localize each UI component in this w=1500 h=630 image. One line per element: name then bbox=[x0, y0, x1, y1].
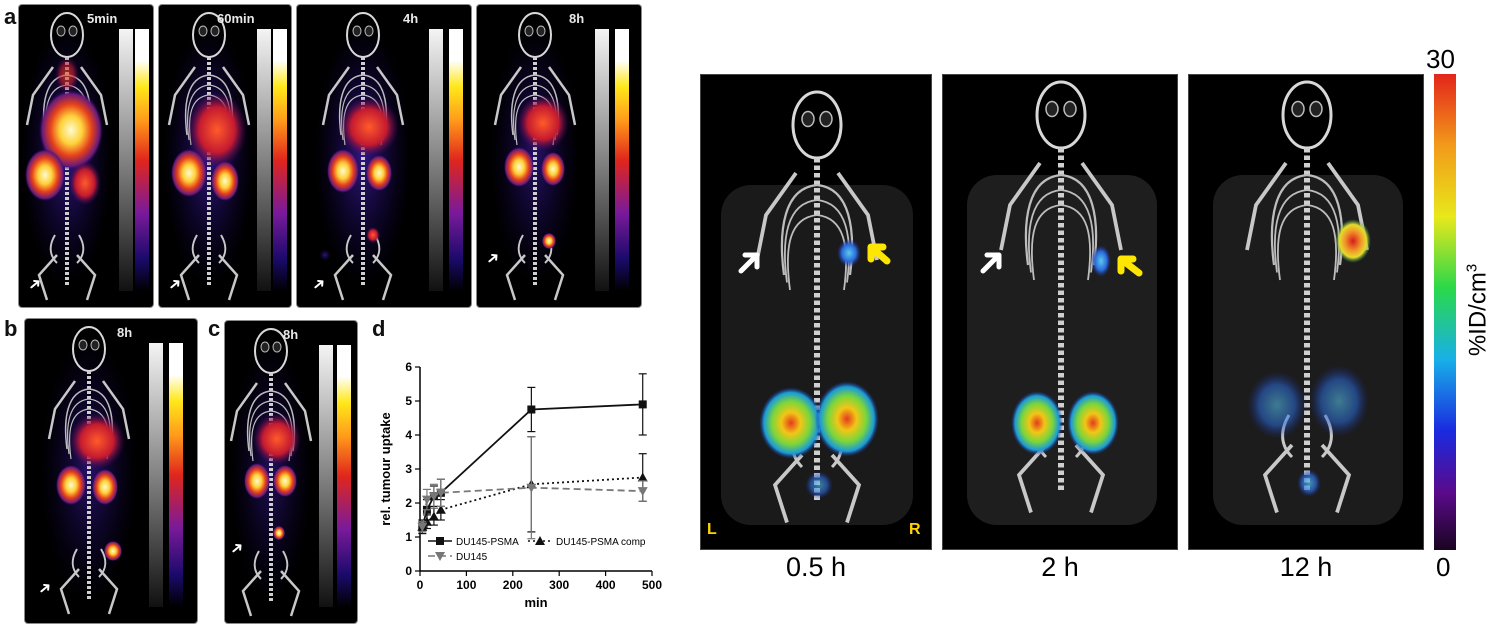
pet-scan-image bbox=[41, 325, 183, 616]
data-point bbox=[526, 483, 537, 493]
legend-label: DU145-PSMA bbox=[456, 537, 519, 548]
data-point bbox=[428, 492, 439, 502]
panel-letter-c: c bbox=[208, 316, 221, 341]
scan-time-label: 60min bbox=[217, 11, 255, 26]
colorbar-max-label: 30 bbox=[1426, 44, 1455, 74]
legend-label: DU145 bbox=[456, 552, 488, 563]
scan-time-label: 8h bbox=[117, 325, 133, 340]
y-tick-label: 0 bbox=[405, 564, 412, 578]
spect-scan-12h bbox=[1188, 74, 1424, 550]
uptake-chart: 0 1 2 3 4 5 6 0 100 200 300 400 500 min rel. tumour up… bbox=[378, 360, 662, 610]
colorbar-min-label: 0 bbox=[1436, 552, 1451, 582]
right-side-label: R bbox=[909, 521, 921, 538]
colorbar-unit: %ID/cm3 bbox=[1458, 210, 1498, 410]
y-tick-label: 5 bbox=[405, 394, 412, 408]
uptake-colorbar bbox=[1434, 74, 1456, 550]
colorbar-unit-sup: 3 bbox=[1463, 263, 1481, 273]
left-side-label: L bbox=[707, 521, 717, 538]
pet-scan-8h: 8h ➜ bbox=[476, 4, 642, 308]
legend-label: DU145-PSMA comp bbox=[556, 537, 646, 548]
data-point bbox=[435, 504, 446, 514]
data-point bbox=[436, 537, 444, 545]
data-point bbox=[637, 472, 648, 482]
data-point bbox=[637, 487, 648, 497]
y-tick-label: 2 bbox=[405, 496, 412, 510]
series-line bbox=[421, 403, 643, 528]
y-tick-label: 4 bbox=[405, 428, 412, 442]
data-point bbox=[638, 400, 647, 409]
data-point bbox=[417, 522, 428, 532]
white-arrow-icon bbox=[980, 252, 1002, 274]
scan-time-label: 2 h bbox=[1041, 552, 1079, 582]
scan-time-label: 8h bbox=[569, 11, 585, 26]
panel-letter-a: a bbox=[4, 4, 17, 29]
x-tick-label: 300 bbox=[549, 578, 569, 592]
spect-scan-0-5h: L R bbox=[700, 74, 932, 550]
spect-scan-image bbox=[967, 75, 1157, 525]
data-point bbox=[428, 511, 439, 521]
white-arrow-icon bbox=[738, 252, 760, 274]
x-tick-label: 500 bbox=[642, 578, 662, 592]
spect-scan-image bbox=[1213, 75, 1403, 525]
pet-scan-image bbox=[315, 11, 463, 302]
pet-scan-image bbox=[491, 11, 629, 302]
pet-scan-image bbox=[229, 327, 351, 618]
data-point bbox=[535, 536, 545, 545]
y-tick-label: 3 bbox=[405, 462, 412, 476]
pet-scan-4h: 4h ➜ bbox=[296, 4, 472, 308]
data-point bbox=[527, 405, 536, 414]
pet-scan-image bbox=[164, 11, 287, 302]
pet-scan-5min: 5min ➜ bbox=[18, 4, 154, 308]
panel-letter-d: d bbox=[372, 316, 386, 341]
colorbar-unit-text: %ID/cm bbox=[1464, 272, 1492, 357]
scan-time-label: 8h bbox=[283, 327, 299, 342]
pet-scan-b-8h: 8h ➜ bbox=[24, 318, 198, 624]
x-axis-label: min bbox=[524, 595, 547, 610]
pet-scan-60min: 60min ➜ bbox=[158, 4, 292, 308]
data-point bbox=[435, 552, 445, 561]
pet-scan-image bbox=[22, 11, 149, 302]
y-tick-label: 6 bbox=[405, 360, 412, 374]
x-tick-label: 0 bbox=[417, 578, 424, 592]
data-point bbox=[421, 495, 432, 505]
yellow-arrow-icon bbox=[1117, 255, 1143, 277]
x-tick-label: 400 bbox=[596, 578, 616, 592]
scan-time-label: 4h bbox=[403, 11, 419, 26]
y-tick-label: 1 bbox=[405, 530, 412, 544]
scan-time-label: 0.5 h bbox=[785, 552, 847, 582]
panel-letter-b: b bbox=[4, 316, 18, 341]
spect-scan-2h bbox=[942, 74, 1178, 550]
pet-scan-c-8h: 8h ➜ bbox=[224, 320, 358, 624]
x-tick-label: 200 bbox=[503, 578, 523, 592]
spect-scan-image bbox=[721, 75, 913, 550]
scan-time-label: 12 h bbox=[1279, 552, 1333, 582]
series-line bbox=[421, 486, 643, 527]
x-tick-label: 100 bbox=[456, 578, 476, 592]
scan-time-label: 5min bbox=[87, 11, 118, 26]
yellow-arrow-icon bbox=[867, 243, 891, 265]
data-point bbox=[435, 488, 446, 498]
y-axis-label: rel. tumour uptake bbox=[378, 412, 393, 525]
